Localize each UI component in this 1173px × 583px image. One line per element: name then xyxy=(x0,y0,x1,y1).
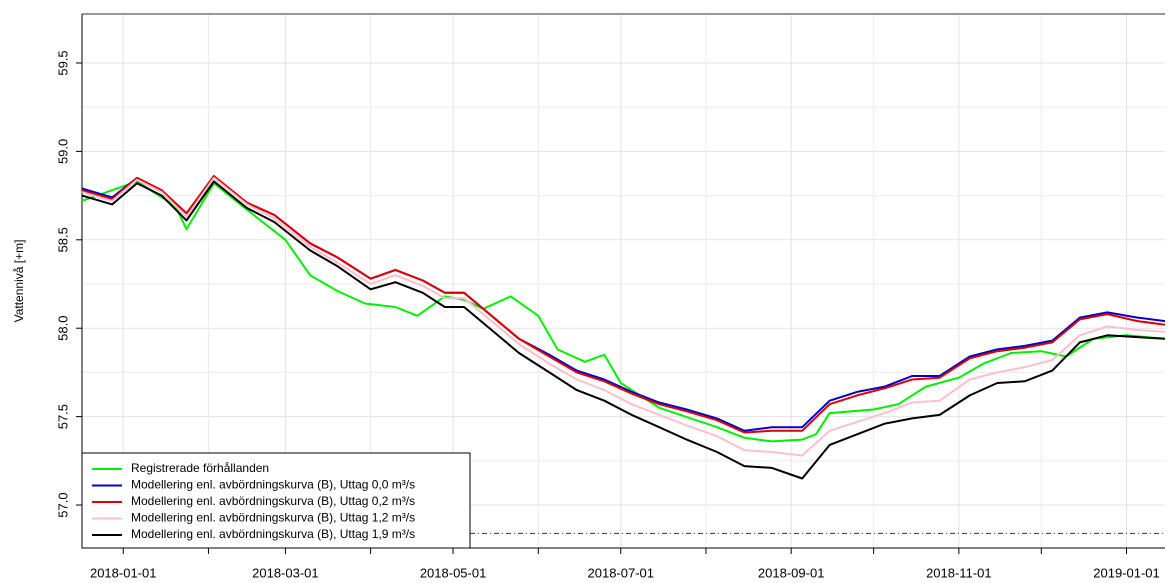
legend-label: Modellering enl. avbördningskurva (B), U… xyxy=(131,527,415,541)
legend: Registrerade förhållanden Modellering enl… xyxy=(81,452,471,549)
x-tick-label: 2018-11-01 xyxy=(926,565,992,580)
y-tick-label: 59.0 xyxy=(55,139,70,164)
y-tick-label: 59.5 xyxy=(55,50,70,75)
legend-box xyxy=(81,452,471,549)
x-tick-label: 2018-03-01 xyxy=(252,565,319,580)
legend-label: Modellering enl. avbördningskurva (B), U… xyxy=(131,494,415,508)
x-tick-label: 2018-05-01 xyxy=(420,565,487,580)
legend-label: Modellering enl. avbördningskurva (B), U… xyxy=(131,478,415,492)
legend-label: Registrerade förhållanden xyxy=(131,461,269,475)
series-line xyxy=(81,180,1166,480)
y-tick-label: 57.0 xyxy=(55,492,70,517)
x-tick-label: 2019-01-01 xyxy=(1093,565,1160,580)
x-tick-label: 2018-01-01 xyxy=(90,565,157,580)
series-line xyxy=(81,176,1166,457)
y-axis-label: Vattennivå [+m] xyxy=(12,240,26,323)
series-line xyxy=(81,175,1166,432)
x-tick-label: 2018-07-01 xyxy=(588,565,655,580)
legend-label: Modellering enl. avbördningskurva (B), U… xyxy=(131,511,415,525)
y-tick-label: 58.0 xyxy=(55,316,70,341)
series-line xyxy=(81,175,1166,434)
y-tick-label: 58.5 xyxy=(55,227,70,252)
x-tick-label: 2018-09-01 xyxy=(758,565,825,580)
y-tick-label: 57.5 xyxy=(55,404,70,429)
series-line xyxy=(81,180,1166,443)
